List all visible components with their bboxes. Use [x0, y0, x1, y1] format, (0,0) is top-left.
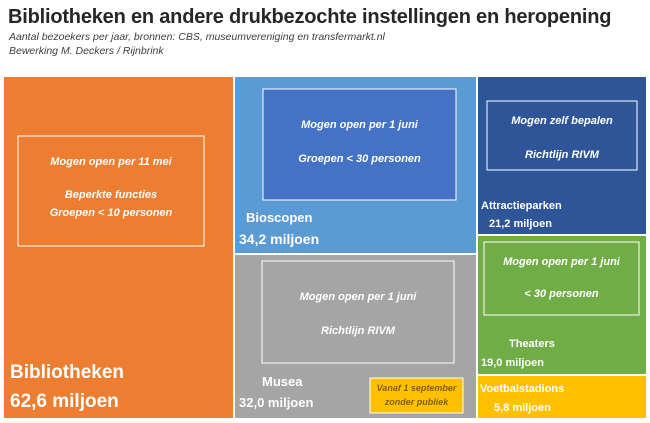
tile-name-voetbalstadions: Voetbalstadions — [480, 383, 564, 395]
chart-title: Bibliotheken en andere drukbezochte inst… — [8, 6, 612, 28]
tile-voetbalstadions: Vanaf 1 september zonder publiek Voetbalst… — [369, 374, 648, 420]
note-line-bibliotheken: Groepen < 10 personen — [50, 207, 173, 219]
tile-value-musea: 32,0 miljoen — [239, 395, 313, 410]
tile-attractieparken: Mogen zelf bepalen Richtlijn RIVM Attracti… — [476, 75, 648, 236]
note-box-theaters — [483, 241, 640, 316]
tile-name-attractieparken: Attractieparken — [481, 200, 562, 212]
note-line-voetbalstadions: zonder publiek — [384, 397, 450, 407]
note-line-bioscopen: Groepen < 30 personen — [298, 153, 421, 165]
tile-rect-voetbalstadions — [476, 374, 648, 420]
tile-rect-attractieparken — [476, 75, 648, 236]
note-line-theaters: Mogen open per 1 juni — [503, 256, 621, 268]
tile-bioscopen: Mogen open per 1 juni Groepen < 30 person… — [233, 75, 478, 255]
note-line-musea: Mogen open per 1 juni — [300, 291, 418, 303]
note-line-attractieparken: Mogen zelf bepalen — [511, 115, 613, 127]
note-box-attractieparken — [486, 100, 638, 171]
tile-value-bibliotheken: 62,6 miljoen — [10, 391, 119, 412]
tile-name-musea: Musea — [262, 374, 303, 389]
tile-name-bioscopen: Bioscopen — [246, 210, 313, 225]
note-line-attractieparken: Richtlijn RIVM — [525, 149, 600, 161]
note-line-bibliotheken: Beperkte functies — [65, 189, 157, 201]
note-box-bibliotheken — [17, 135, 205, 247]
tile-theaters: Mogen open per 1 juni < 30 personen Theate… — [476, 234, 648, 376]
tile-value-theaters: 19,0 miljoen — [481, 357, 544, 369]
note-box-musea — [261, 260, 455, 364]
note-line-bibliotheken: Mogen open per 11 mei — [50, 156, 172, 168]
tile-value-voetbalstadions: 5,8 miljoen — [494, 402, 551, 414]
tile-name-bibliotheken: Bibliotheken — [10, 362, 124, 383]
note-line-theaters: < 30 personen — [524, 288, 599, 300]
tile-bibliotheken: Mogen open per 11 mei Beperkte functies Gr… — [2, 75, 235, 420]
tile-rect-bibliotheken — [2, 75, 235, 420]
note-box-bioscopen — [262, 88, 457, 201]
tile-name-theaters: Theaters — [509, 338, 555, 350]
tile-value-bioscopen: 34,2 miljoen — [239, 231, 319, 247]
chart-credit: Bewerking M. Deckers / Rijnbrink — [9, 45, 164, 57]
chart-subtitle: Aantal bezoekers per jaar, bronnen: CBS,… — [9, 31, 385, 43]
note-line-bioscopen: Mogen open per 1 juni — [301, 119, 419, 131]
note-box-voetbalstadions — [369, 377, 464, 414]
tile-value-attractieparken: 21,2 miljoen — [489, 218, 552, 230]
tile-rect-theaters — [476, 234, 648, 376]
note-line-musea: Richtlijn RIVM — [321, 325, 396, 337]
note-line-voetbalstadions: Vanaf 1 september — [377, 383, 457, 393]
